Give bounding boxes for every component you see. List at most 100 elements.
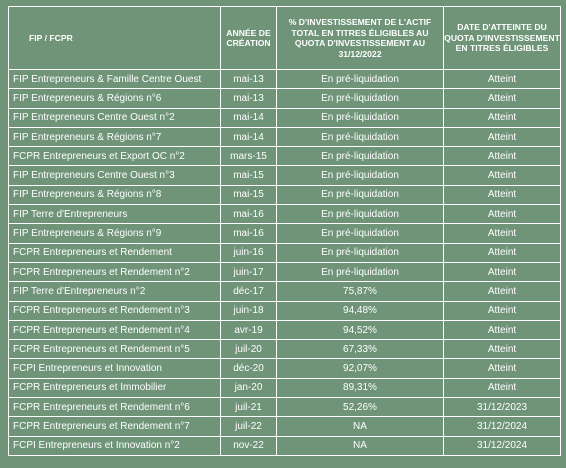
cell-fund-name: FIP Terre d'Entrepreneurs [8,204,221,225]
cell-creation-year: déc-17 [220,281,277,302]
table-row: FCPR Entrepreneurs et Rendement n°7 juil-… [8,416,561,437]
cell-creation-year: juin-16 [220,242,277,263]
table-row: FCPR Entrepreneurs et Export OC n°2 mars-… [8,146,561,167]
table-row: FCPR Entrepreneurs et Rendement juin-16 En… [8,242,561,263]
table-row: FCPR Entrepreneurs et Rendement n°3 juin-… [8,300,561,321]
cell-quota-date: Atteint [443,300,561,321]
cell-investment-pct: 89,31% [276,377,444,399]
table-row: FIP Entrepreneurs & Régions n°7 mai-14 En … [8,126,561,148]
cell-fund-name: FCPI Entrepreneurs et Innovation [8,358,221,379]
cell-investment-pct: En pré-liquidation [276,184,444,206]
cell-creation-year: mai-13 [220,68,277,90]
cell-fund-name: FCPR Entrepreneurs et Rendement n°4 [8,319,221,341]
table-row: FCPR Entrepreneurs et Immobilier jan-20 89… [8,377,561,399]
cell-creation-year: mai-13 [220,88,277,109]
cell-investment-pct: NA [276,416,444,437]
cell-creation-year: juin-18 [220,300,277,321]
table-body: FIP Entrepreneurs & Famille Centre Ouest… [8,68,561,456]
cell-creation-year: mai-16 [220,204,277,225]
table-header: FIP / FCPR Année de création % d'investi… [8,6,561,70]
table-row: FIP Terre d'Entrepreneurs n°2 déc-17 75,87… [8,281,561,302]
cell-investment-pct: 92,07% [276,358,444,379]
cell-investment-pct: NA [276,435,444,456]
table-row: FCPI Entrepreneurs et Innovation n°2 nov-… [8,435,561,456]
table-row: FIP Entrepreneurs Centre Ouest n°3 mai-15… [8,165,561,186]
cell-creation-year: nov-22 [220,435,277,456]
cell-quota-date: Atteint [443,146,561,167]
cell-quota-date: Atteint [443,281,561,302]
header-investment-pct: % d'investissement de l'actif total en t… [276,6,444,70]
table-row: FIP Entrepreneurs & Régions n°6 mai-13 En … [8,88,561,109]
header-fund: FIP / FCPR [8,6,221,70]
cell-fund-name: FIP Entrepreneurs & Famille Centre Ouest [8,68,221,90]
cell-investment-pct: En pré-liquidation [276,68,444,90]
cell-investment-pct: En pré-liquidation [276,204,444,225]
cell-fund-name: FCPR Entrepreneurs et Rendement n°3 [8,300,221,321]
table-row: FIP Terre d'Entrepreneurs mai-16 En pré-li… [8,204,561,225]
header-row: FIP / FCPR Année de création % d'investi… [8,6,561,70]
table-row: FIP Entrepreneurs & Famille Centre Ouest… [8,68,561,90]
cell-quota-date: Atteint [443,223,561,244]
header-quota-date: Date d'atteinte du quota d'investissemen… [443,6,561,70]
cell-quota-date: Atteint [443,261,561,283]
cell-fund-name: FCPR Entrepreneurs et Rendement n°7 [8,416,221,437]
table-row: FIP Entrepreneurs Centre Ouest n°2 mai-14… [8,107,561,128]
header-year: Année de création [220,6,277,70]
cell-creation-year: mai-14 [220,126,277,148]
cell-fund-name: FCPR Entrepreneurs et Rendement n°5 [8,339,221,360]
cell-quota-date: 31/12/2024 [443,435,561,456]
cell-quota-date: Atteint [443,107,561,128]
cell-fund-name: FCPR Entrepreneurs et Rendement n°2 [8,261,221,283]
cell-quota-date: Atteint [443,358,561,379]
cell-investment-pct: En pré-liquidation [276,88,444,109]
cell-investment-pct: En pré-liquidation [276,165,444,186]
cell-fund-name: FIP Terre d'Entrepreneurs n°2 [8,281,221,302]
cell-creation-year: mars-15 [220,146,277,167]
cell-fund-name: FIP Entrepreneurs & Régions n°8 [8,184,221,206]
cell-fund-name: FCPI Entrepreneurs et Innovation n°2 [8,435,221,456]
cell-quota-date: 31/12/2024 [443,416,561,437]
table-row: FCPR Entrepreneurs et Rendement n°6 juil-… [8,397,561,418]
cell-fund-name: FCPR Entrepreneurs et Immobilier [8,377,221,399]
cell-creation-year: mai-15 [220,184,277,206]
cell-quota-date: Atteint [443,204,561,225]
cell-investment-pct: 94,52% [276,319,444,341]
table-row: FCPR Entrepreneurs et Rendement n°4 avr-1… [8,319,561,341]
cell-quota-date: Atteint [443,242,561,263]
cell-fund-name: FIP Entrepreneurs Centre Ouest n°2 [8,107,221,128]
cell-creation-year: mai-15 [220,165,277,186]
funds-table: FIP / FCPR Année de création % d'investi… [8,6,561,456]
cell-investment-pct: En pré-liquidation [276,223,444,244]
cell-quota-date: 31/12/2023 [443,397,561,418]
cell-fund-name: FCPR Entrepreneurs et Rendement n°6 [8,397,221,418]
cell-fund-name: FIP Entrepreneurs & Régions n°9 [8,223,221,244]
cell-fund-name: FCPR Entrepreneurs et Rendement [8,242,221,263]
cell-investment-pct: En pré-liquidation [276,107,444,128]
cell-creation-year: avr-19 [220,319,277,341]
cell-quota-date: Atteint [443,319,561,341]
cell-quota-date: Atteint [443,377,561,399]
cell-creation-year: juil-21 [220,397,277,418]
cell-fund-name: FIP Entrepreneurs & Régions n°7 [8,126,221,148]
cell-fund-name: FCPR Entrepreneurs et Export OC n°2 [8,146,221,167]
cell-creation-year: juin-17 [220,261,277,283]
cell-investment-pct: En pré-liquidation [276,126,444,148]
table-row: FCPR Entrepreneurs et Rendement n°2 juin-… [8,261,561,283]
cell-fund-name: FIP Entrepreneurs & Régions n°6 [8,88,221,109]
table-row: FCPR Entrepreneurs et Rendement n°5 juil-… [8,339,561,360]
cell-quota-date: Atteint [443,126,561,148]
cell-creation-year: déc-20 [220,358,277,379]
cell-investment-pct: 94,48% [276,300,444,321]
table-row: FIP Entrepreneurs & Régions n°8 mai-15 En … [8,184,561,206]
cell-creation-year: juil-20 [220,339,277,360]
cell-investment-pct: 67,33% [276,339,444,360]
cell-creation-year: mai-16 [220,223,277,244]
cell-creation-year: mai-14 [220,107,277,128]
cell-fund-name: FIP Entrepreneurs Centre Ouest n°3 [8,165,221,186]
cell-investment-pct: En pré-liquidation [276,242,444,263]
table-row: FIP Entrepreneurs & Régions n°9 mai-16 En … [8,223,561,244]
cell-quota-date: Atteint [443,339,561,360]
cell-investment-pct: En pré-liquidation [276,146,444,167]
cell-quota-date: Atteint [443,184,561,206]
